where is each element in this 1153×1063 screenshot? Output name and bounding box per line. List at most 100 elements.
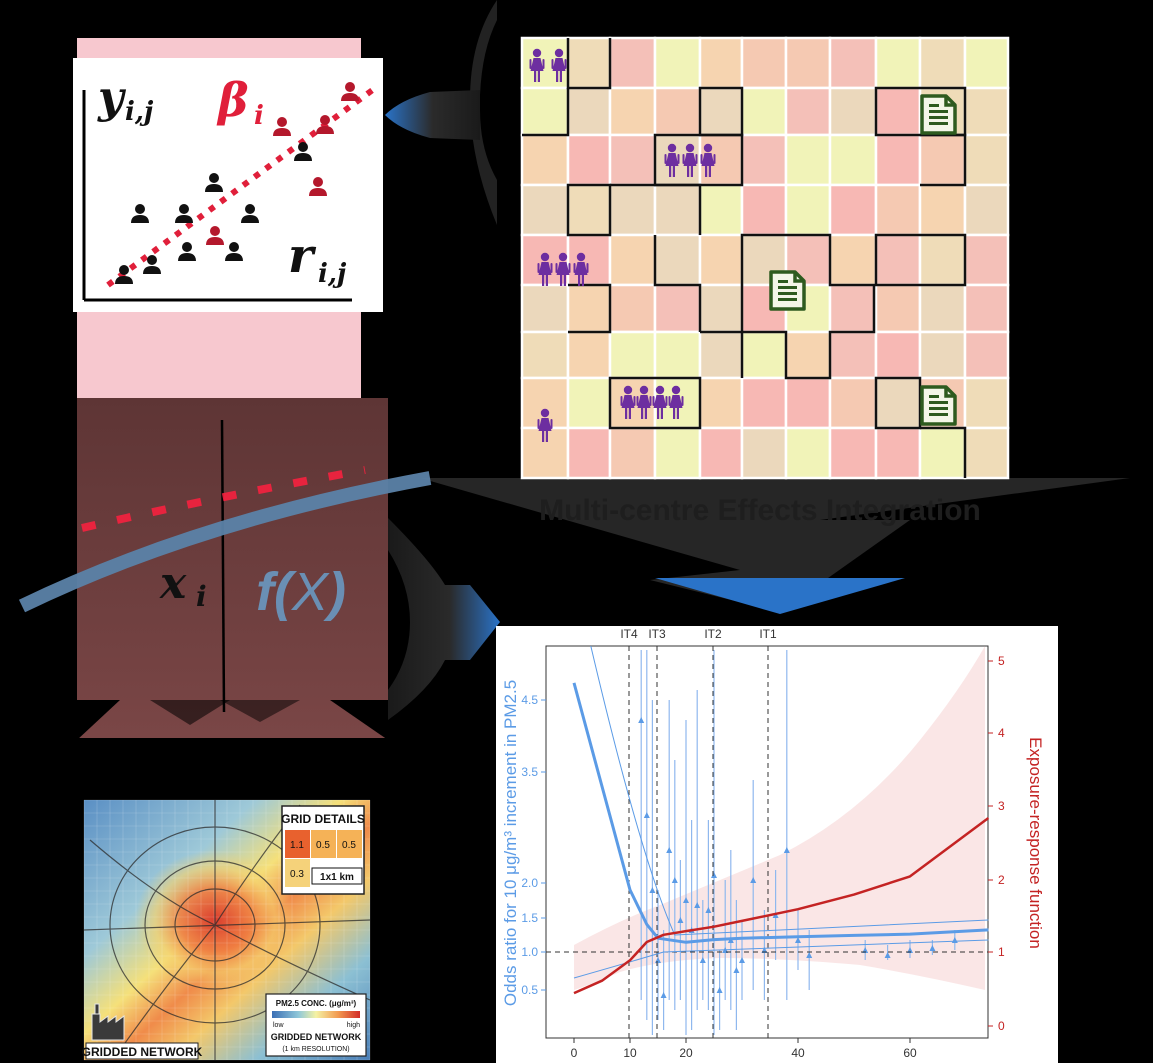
function-panel-background (77, 398, 388, 738)
y-tick-label-left: 1.0 (521, 945, 538, 959)
y-tick-label-right: 0 (998, 1019, 1005, 1033)
grid-cell (874, 183, 922, 237)
function-dashed-line (81, 466, 366, 532)
study-point (638, 717, 645, 723)
grid-cell (520, 426, 570, 480)
study-point (795, 937, 801, 943)
grid-cell (784, 426, 832, 480)
grid-cell (653, 183, 702, 237)
grid-cell (698, 86, 744, 137)
y-tick-label-right: 4 (998, 726, 1005, 740)
grid-cell (828, 426, 878, 480)
y-tick-label-right: 5 (998, 654, 1005, 668)
y-axis-label-left: Odds ratio for 10 μg/m³ increment in PM2… (501, 680, 520, 1006)
study-point (733, 967, 740, 973)
y-tick-label-left: 4.5 (521, 693, 538, 707)
grid-cell (520, 183, 570, 237)
grid-cell (608, 233, 657, 287)
grid-cell (740, 183, 788, 237)
svg-text:high: high (347, 1022, 360, 1029)
y-subscript: i,j (125, 97, 154, 127)
grid-details-legend: GRID DETAILS 1.1 0.5 0.5 0.3 1x1 km (281, 805, 365, 895)
grid-cell (784, 330, 832, 380)
grid-cell (740, 36, 788, 90)
grid-cell (784, 86, 832, 137)
grid-cell (874, 36, 922, 90)
svg-text:0.5: 0.5 (316, 840, 330, 851)
blue-ci-upper (590, 645, 989, 936)
regression-panel: y i,j β i r i,j (73, 58, 383, 312)
svg-text:PM2.5 CONC. (μg/m³): PM2.5 CONC. (μg/m³) (276, 999, 357, 1008)
odds-ratio-line (572, 682, 989, 944)
guideline-label: IT1 (759, 627, 777, 641)
grid-cell (698, 283, 744, 334)
grid-cell (918, 426, 967, 480)
r-label: r (288, 228, 317, 284)
x-subscript: i (196, 580, 207, 613)
grid-cell (608, 133, 657, 187)
grid-cell (740, 86, 788, 137)
arrow-grid-to-chart (420, 478, 1130, 614)
grid-cell (520, 283, 570, 334)
grid-cell (874, 133, 922, 187)
y-tick-label-left: 2.0 (521, 876, 538, 890)
svg-text:0.5: 0.5 (342, 840, 356, 851)
grid-cell (566, 426, 612, 480)
grid-cell (918, 283, 967, 334)
grid-cell (963, 376, 1010, 430)
svg-text:low: low (273, 1022, 284, 1029)
y-tick-label-right: 3 (998, 799, 1005, 813)
study-point (649, 887, 656, 893)
grid-cell (963, 426, 1010, 480)
grid-cell (963, 283, 1010, 334)
study-point (699, 957, 706, 963)
grid-cell (874, 330, 922, 380)
study-point (806, 952, 813, 958)
grid-cell (918, 183, 967, 237)
grid-cell (698, 183, 744, 237)
grid-cell (608, 183, 657, 237)
study-point (705, 907, 712, 913)
grid-cell (828, 233, 878, 287)
y-tick-label-left: 3.5 (521, 765, 538, 779)
grid-cell (520, 133, 570, 187)
grid-cell (828, 36, 878, 90)
y-axis-label-right: Exposure-response function (1026, 737, 1045, 949)
grid-cell (698, 376, 744, 430)
guideline-label: IT3 (648, 627, 666, 641)
grid-cell (918, 36, 967, 90)
study-point (750, 877, 757, 883)
grid-cell (874, 376, 922, 430)
grid-cell (784, 183, 832, 237)
study-point (671, 877, 678, 883)
grid-cell (566, 376, 612, 430)
grid-cell (653, 426, 702, 480)
confidence-band (574, 646, 985, 990)
study-point (643, 812, 650, 818)
grid-cell (566, 86, 612, 137)
grid-cell (608, 36, 657, 90)
grid-cell (566, 133, 612, 187)
grid-cell (566, 233, 612, 287)
centre-grid-panel: Multi-centre Effects Integration (520, 36, 1010, 527)
grid-cell (520, 330, 570, 380)
exposure-response-chart: IT4 IT3 IT2 IT1 0 10 20 40 600.51.01.52.03.54.5… (496, 626, 1058, 1063)
grid-cell (698, 330, 744, 380)
grid-cell (608, 330, 657, 380)
grid-cell (828, 183, 878, 237)
series-lines (572, 645, 990, 995)
y-tick-label-left: 1.5 (521, 911, 538, 925)
grid-cell (963, 86, 1010, 137)
grid-cell (653, 233, 702, 287)
grid-cell (520, 86, 570, 137)
axis-ticks: 0 10 20 40 60 0.5 1.0 1.5 2.0 3.5 4.5 0 1 2 3 4 5 (521, 654, 1005, 1060)
grid-cell (608, 426, 657, 480)
x-tick-label: 0 (571, 1046, 578, 1060)
x-label: x (159, 558, 187, 609)
x-tick-label: 40 (791, 1046, 805, 1060)
grid-cell (566, 36, 612, 90)
grid-cell (784, 376, 832, 430)
study-point (660, 992, 667, 998)
r-subscript: i,j (318, 259, 347, 289)
